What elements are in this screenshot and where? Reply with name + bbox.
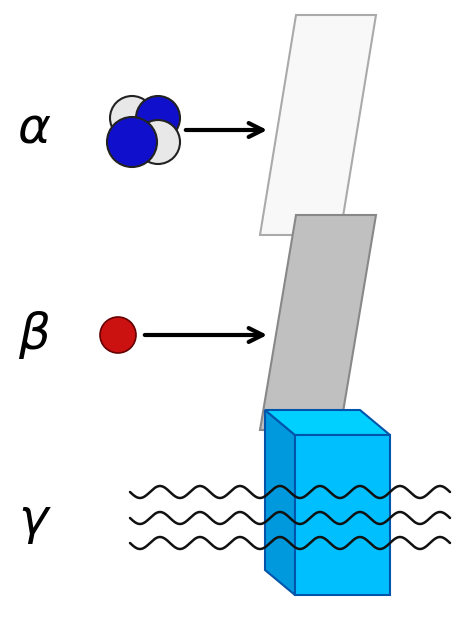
Circle shape	[110, 96, 154, 140]
Text: γ: γ	[18, 496, 48, 544]
Polygon shape	[264, 410, 389, 435]
Circle shape	[136, 96, 179, 140]
Polygon shape	[259, 215, 375, 430]
Text: β: β	[18, 311, 50, 359]
Polygon shape	[264, 410, 294, 595]
Circle shape	[136, 120, 179, 164]
Text: α: α	[18, 106, 51, 154]
Circle shape	[100, 317, 136, 353]
Polygon shape	[259, 15, 375, 235]
Circle shape	[107, 117, 157, 167]
Polygon shape	[294, 435, 389, 595]
